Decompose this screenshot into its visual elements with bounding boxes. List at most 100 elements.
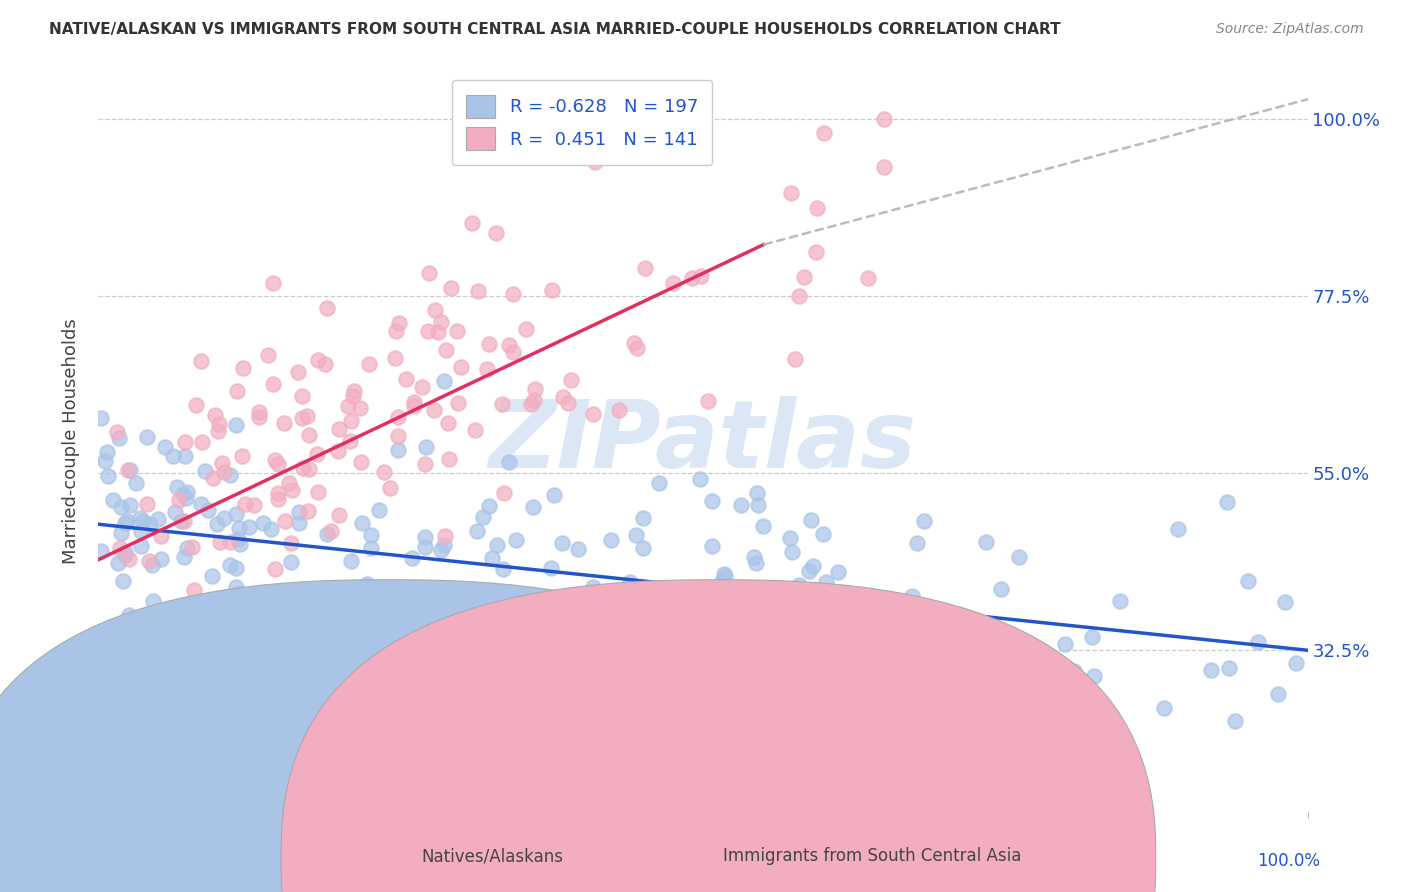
Point bbox=[896, 597, 918, 611]
Point bbox=[367, 503, 389, 517]
Point bbox=[432, 538, 454, 552]
Point bbox=[551, 536, 574, 550]
Point bbox=[231, 449, 253, 463]
Point bbox=[142, 594, 165, 608]
Point bbox=[162, 450, 184, 464]
Point bbox=[328, 508, 350, 522]
Point bbox=[107, 425, 129, 439]
Point bbox=[162, 603, 184, 617]
Point bbox=[262, 277, 284, 291]
Point bbox=[101, 492, 124, 507]
Point bbox=[352, 516, 374, 530]
Point bbox=[425, 694, 447, 708]
Point bbox=[502, 345, 524, 359]
Point bbox=[207, 617, 229, 632]
Point bbox=[690, 269, 713, 284]
Point bbox=[787, 289, 810, 303]
Point bbox=[356, 577, 378, 591]
Point bbox=[233, 497, 256, 511]
Point bbox=[974, 535, 997, 549]
Point bbox=[118, 607, 141, 622]
Point bbox=[633, 260, 655, 275]
Point bbox=[139, 516, 162, 531]
Point bbox=[523, 615, 546, 630]
Point bbox=[464, 423, 486, 437]
Point bbox=[388, 316, 411, 330]
Point bbox=[172, 487, 194, 501]
Point bbox=[129, 539, 152, 553]
Point bbox=[357, 357, 380, 371]
Point bbox=[332, 599, 354, 613]
Text: Natives/Alaskans: Natives/Alaskans bbox=[422, 847, 562, 865]
Point bbox=[681, 271, 703, 285]
Point bbox=[502, 286, 524, 301]
Point bbox=[287, 365, 309, 379]
Point bbox=[402, 395, 425, 409]
Point bbox=[319, 609, 342, 624]
Point bbox=[207, 516, 229, 531]
Point bbox=[118, 498, 141, 512]
Point bbox=[1109, 594, 1132, 608]
Point bbox=[800, 513, 823, 527]
Point bbox=[447, 395, 470, 409]
Point bbox=[714, 569, 737, 583]
FancyBboxPatch shape bbox=[0, 580, 825, 892]
Point bbox=[219, 467, 242, 482]
Point bbox=[1247, 635, 1270, 649]
Point bbox=[97, 469, 120, 483]
Point bbox=[567, 541, 589, 556]
Point bbox=[745, 486, 768, 500]
Point bbox=[184, 398, 207, 412]
Point bbox=[1008, 634, 1031, 648]
Point bbox=[453, 629, 475, 643]
Point bbox=[1274, 594, 1296, 608]
Point bbox=[307, 447, 329, 461]
Point bbox=[212, 511, 235, 525]
Point bbox=[239, 648, 262, 663]
Point bbox=[472, 510, 495, 524]
Point bbox=[228, 532, 250, 546]
Point bbox=[262, 376, 284, 391]
Point bbox=[307, 485, 329, 500]
Point bbox=[208, 417, 231, 432]
Point bbox=[901, 590, 924, 604]
Point bbox=[90, 544, 112, 558]
Point bbox=[110, 500, 132, 514]
Point bbox=[465, 524, 488, 539]
Point bbox=[339, 434, 361, 448]
Point bbox=[434, 343, 457, 358]
Point bbox=[433, 374, 456, 388]
Point bbox=[440, 281, 463, 295]
Point bbox=[416, 324, 439, 338]
Point bbox=[583, 607, 606, 622]
Point bbox=[796, 618, 818, 632]
Point bbox=[295, 409, 318, 424]
Point bbox=[264, 452, 287, 467]
Point bbox=[163, 505, 186, 519]
Point bbox=[225, 507, 247, 521]
Point bbox=[243, 498, 266, 512]
Point bbox=[647, 475, 669, 490]
Point bbox=[801, 558, 824, 573]
Point bbox=[1029, 657, 1052, 672]
Point bbox=[387, 410, 409, 425]
Point bbox=[292, 461, 315, 475]
Point bbox=[540, 561, 562, 575]
Point bbox=[174, 449, 197, 463]
Point bbox=[225, 418, 247, 433]
Point bbox=[387, 429, 409, 443]
Point bbox=[288, 516, 311, 530]
Point bbox=[288, 505, 311, 519]
Point bbox=[1218, 661, 1240, 675]
Point bbox=[138, 554, 160, 568]
Point bbox=[1043, 665, 1066, 679]
Point bbox=[114, 548, 136, 562]
Point bbox=[752, 518, 775, 533]
Point bbox=[813, 127, 835, 141]
Point bbox=[413, 458, 436, 472]
Point bbox=[202, 471, 225, 485]
Point bbox=[212, 465, 235, 479]
Point bbox=[167, 492, 190, 507]
Point bbox=[267, 492, 290, 507]
Point bbox=[515, 321, 537, 335]
